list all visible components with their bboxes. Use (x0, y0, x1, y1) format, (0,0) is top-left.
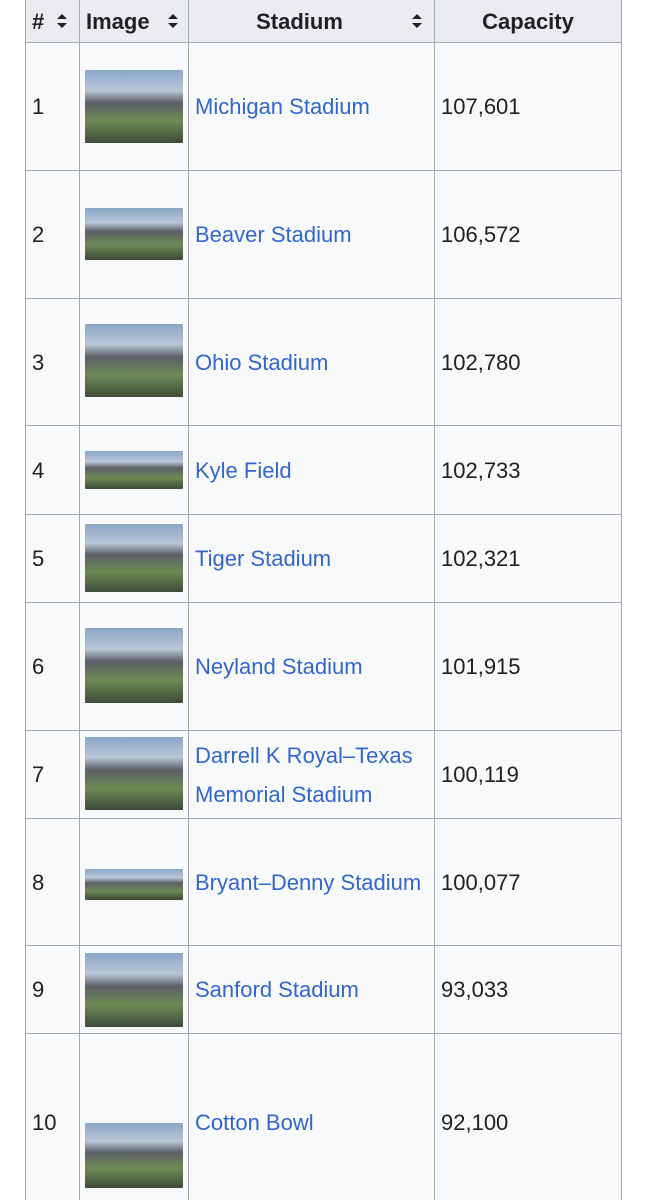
stadium-link[interactable]: Bryant–Denny Stadium (195, 869, 422, 895)
capacity: 100,077 (441, 869, 521, 895)
stadium-cell: Kyle Field (188, 425, 435, 515)
header-text: Image (86, 8, 150, 34)
rank-cell: 5 (25, 514, 80, 603)
rank: 2 (32, 222, 45, 247)
capacity: 106,572 (441, 222, 521, 247)
capacity: 107,601 (441, 94, 521, 119)
rank-cell: 9 (25, 945, 80, 1034)
stadium-link[interactable]: Ohio Stadium (195, 349, 329, 375)
rank-cell: 1 (25, 42, 80, 171)
column-header[interactable]: Stadium (188, 0, 435, 43)
header-text: Stadium (256, 8, 343, 34)
capacity: 100,119 (441, 762, 519, 787)
stadium-cell: Beaver Stadium (188, 170, 435, 299)
stadium-photo[interactable] (85, 208, 183, 260)
stadium-link[interactable]: Sanford Stadium (195, 977, 359, 1002)
stadium-photo[interactable] (85, 70, 183, 143)
capacity-cell: 102,321 (434, 514, 622, 603)
rank: 7 (32, 762, 45, 787)
capacity-cell: 100,119 (434, 730, 622, 819)
stadium-photo[interactable] (85, 953, 183, 1027)
capacity: 93,033 (441, 977, 509, 1002)
column-header[interactable]: Image (79, 0, 189, 43)
rank: 5 (32, 546, 45, 571)
stadium-photo[interactable] (85, 628, 183, 703)
rank-cell: 3 (25, 298, 80, 426)
stadium-link[interactable]: Neyland Stadium (195, 654, 363, 679)
rank-cell: 7 (25, 730, 80, 819)
capacity: 92,100 (441, 1109, 509, 1135)
capacity: 102,733 (441, 457, 521, 483)
stadium-cell: Cotton Bowl (188, 1033, 435, 1200)
capacity-cell: 101,915 (434, 602, 622, 731)
capacity-cell: 100,077 (434, 818, 622, 946)
rank: 8 (32, 869, 45, 895)
capacity-cell: 92,100 (434, 1033, 622, 1200)
stadium-link[interactable]: Darrell K Royal–Texas Memorial Stadium (195, 742, 413, 807)
rank-cell: 10 (25, 1033, 80, 1200)
capacity-cell: 106,572 (434, 170, 622, 299)
rank: 9 (32, 977, 45, 1002)
stadium-link[interactable]: Cotton Bowl (195, 1109, 314, 1135)
header-text: Capacity (482, 8, 574, 34)
stadium-link[interactable]: Kyle Field (195, 457, 292, 483)
rank-cell: 2 (25, 170, 80, 299)
sort-button[interactable] (167, 13, 179, 29)
rank-cell: 4 (25, 425, 80, 515)
stadium-cell: Michigan Stadium (188, 42, 435, 171)
stadium-photo[interactable] (85, 451, 183, 489)
rank: 10 (32, 1109, 57, 1135)
stadium-cell: Sanford Stadium (188, 945, 435, 1034)
rank: 6 (32, 654, 45, 679)
stadium-cell: Tiger Stadium (188, 514, 435, 603)
rank: 1 (32, 94, 45, 119)
stadium-photo[interactable] (85, 737, 183, 810)
stadium-photo[interactable] (85, 869, 183, 900)
stadium-link[interactable]: Beaver Stadium (195, 222, 352, 247)
stadium-photo[interactable] (85, 324, 183, 397)
rank-cell: 8 (25, 818, 80, 946)
sort-button[interactable] (56, 13, 68, 29)
stadium-link[interactable]: Michigan Stadium (195, 94, 370, 119)
rank: 3 (32, 349, 45, 375)
stadium-photo[interactable] (85, 524, 183, 592)
capacity-cell: 93,033 (434, 945, 622, 1034)
capacity-cell: 107,601 (434, 42, 622, 171)
column-header: Capacity (434, 0, 622, 43)
stadium-cell: Ohio Stadium (188, 298, 435, 426)
capacity: 102,321 (441, 546, 521, 571)
sort-button[interactable] (411, 13, 423, 29)
capacity: 101,915 (441, 654, 521, 679)
stadium-link[interactable]: Tiger Stadium (195, 546, 332, 571)
capacity-cell: 102,780 (434, 298, 622, 426)
rank-cell: 6 (25, 602, 80, 731)
stadium-photo[interactable] (85, 1123, 183, 1188)
header-text: # (32, 8, 45, 34)
stadium-cell: Neyland Stadium (188, 602, 435, 731)
stadium-cell: Bryant–Denny Stadium (188, 818, 435, 946)
stadium-cell: Darrell K Royal–Texas Memorial Stadium (188, 730, 435, 819)
column-header[interactable]: # (25, 0, 80, 43)
rank: 4 (32, 457, 45, 483)
capacity-cell: 102,733 (434, 425, 622, 515)
capacity: 102,780 (441, 349, 521, 375)
